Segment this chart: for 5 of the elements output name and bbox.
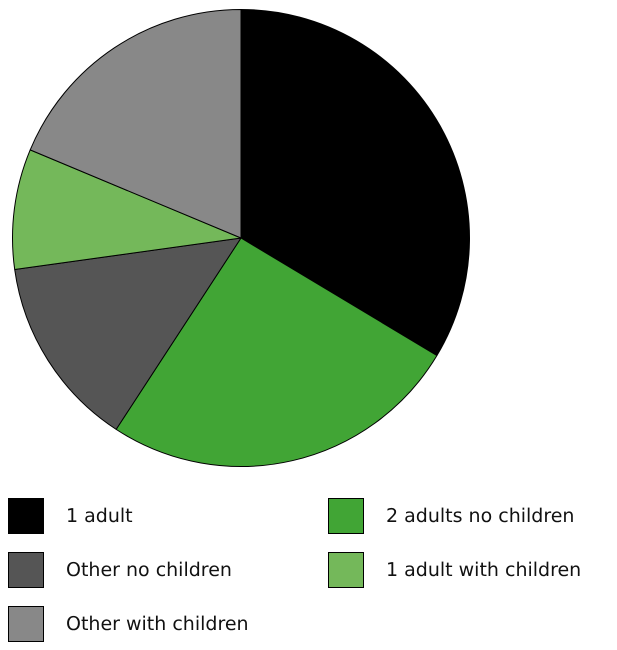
legend-label: 1 adult <box>66 505 133 527</box>
legend-label: Other no children <box>66 559 232 581</box>
legend-label: 1 adult with children <box>386 559 582 581</box>
legend-label: 2 adults no children <box>386 505 574 527</box>
legend-label: Other with children <box>66 613 249 635</box>
